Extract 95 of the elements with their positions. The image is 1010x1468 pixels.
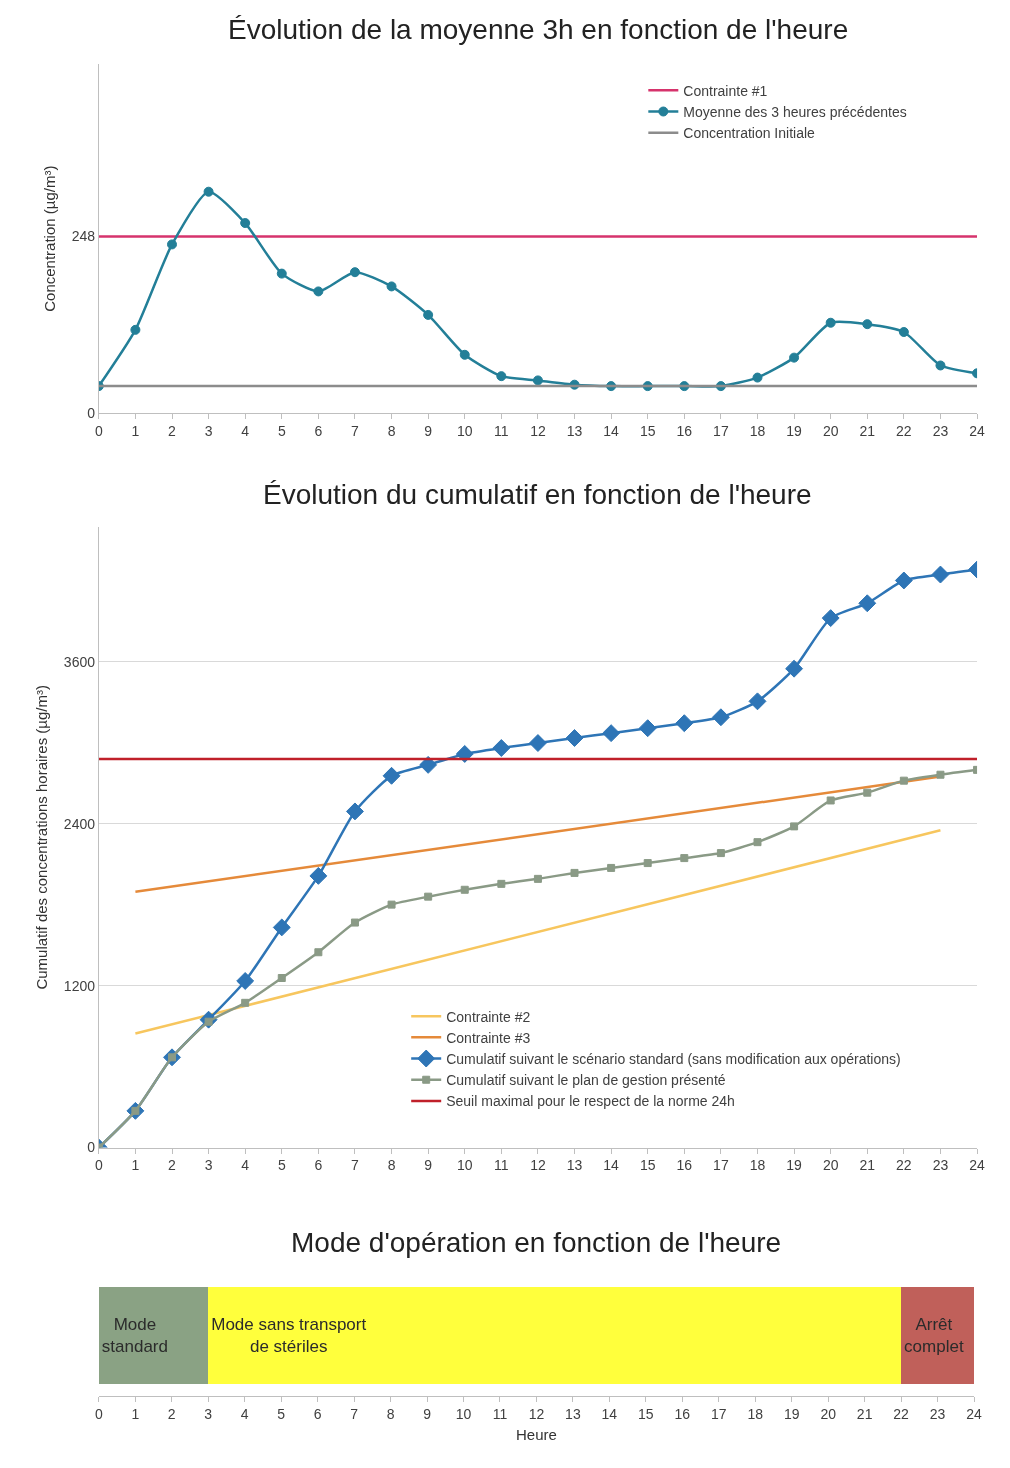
x-tick-label: 19: [786, 422, 803, 439]
y-axis-title: Cumulatif des concentrations horaires (µg/m³): [33, 685, 51, 990]
legend-label: Contrainte #2: [446, 1008, 531, 1025]
x-tick-label: 13: [565, 1405, 581, 1422]
legend-label: Seuil maximal pour le respect de la norme 24h: [446, 1093, 735, 1110]
x-tick-label: 6: [313, 1405, 322, 1422]
x-tick-label: 10: [456, 1157, 473, 1174]
x-tick-label: 24: [969, 1157, 986, 1174]
x-tick-label: 14: [603, 422, 620, 439]
x-tick-label: 9: [424, 422, 433, 439]
x-tick-label: 6: [314, 422, 323, 439]
y-tick-label: 1200: [63, 977, 96, 994]
x-tick-label: 5: [277, 422, 286, 439]
legend-label: Moyenne des 3 heures précédentes: [683, 103, 907, 120]
x-tick-label: 1: [131, 422, 140, 439]
legend-label: Contrainte #3: [446, 1029, 531, 1046]
x-tick-label: 17: [713, 422, 729, 439]
y-tick-label: 2400: [63, 815, 96, 832]
chart-title: Mode d'opération en fonction de l'heure: [291, 1227, 782, 1258]
x-tick-label: 20: [822, 1157, 839, 1174]
x-tick-label: 14: [603, 1157, 620, 1174]
x-tick-label: 18: [747, 1405, 764, 1422]
x-tick-label: 13: [566, 1157, 583, 1174]
x-tick-label: 22: [896, 1157, 912, 1174]
x-tick-label: 3: [204, 1157, 213, 1174]
legend-label: Cumulatif suivant le plan de gestion présenté: [446, 1072, 726, 1089]
x-tick-label: 18: [749, 422, 766, 439]
x-tick-label: 16: [676, 1157, 693, 1174]
x-tick-label: 22: [896, 422, 912, 439]
x-axis-title: Heure: [516, 1425, 557, 1443]
x-tick-label: 8: [387, 1157, 396, 1174]
x-tick-label: 18: [749, 1157, 766, 1174]
x-tick-label: 11: [494, 422, 509, 439]
series-label: Mode sans transport de stériles: [211, 1314, 367, 1356]
x-tick-label: 19: [783, 1405, 800, 1422]
x-tick-label: 21: [859, 422, 876, 439]
x-tick-label: 10: [456, 422, 473, 439]
x-tick-label: 1: [131, 1405, 140, 1422]
x-tick-label: 14: [601, 1405, 618, 1422]
x-tick-label: 7: [350, 1405, 359, 1422]
y-axis-title: Concentration (µg/m³): [40, 165, 58, 312]
x-tick-label: 2: [167, 1405, 176, 1422]
x-tick-label: 23: [932, 1157, 949, 1174]
x-tick-label: 1: [131, 1157, 140, 1174]
x-tick-label: 19: [786, 1157, 803, 1174]
x-tick-label: 5: [277, 1405, 286, 1422]
x-tick-label: 12: [530, 422, 546, 439]
x-tick-label: 12: [530, 1157, 546, 1174]
x-tick-label: 21: [856, 1405, 873, 1422]
x-tick-label: 15: [639, 422, 656, 439]
x-tick-label: 17: [710, 1405, 727, 1422]
x-tick-label: 21: [859, 1157, 876, 1174]
x-tick-label: 16: [674, 1405, 691, 1422]
x-tick-label: 3: [204, 422, 213, 439]
x-tick-label: 8: [387, 422, 396, 439]
x-tick-label: 8: [386, 1405, 395, 1422]
y-tick-label: 0: [87, 1139, 96, 1156]
x-tick-label: 24: [969, 422, 986, 439]
x-tick-label: 5: [277, 1157, 286, 1174]
x-tick-label: 23: [929, 1405, 946, 1422]
x-tick-label: 23: [932, 422, 949, 439]
x-tick-label: 13: [566, 422, 583, 439]
x-tick-label: 4: [241, 1157, 250, 1174]
x-tick-label: 11: [494, 1157, 509, 1174]
x-tick-label: 20: [822, 422, 839, 439]
legend-label: Concentration Initiale: [683, 125, 816, 142]
x-tick-label: 7: [351, 422, 360, 439]
x-tick-label: 24: [966, 1405, 983, 1422]
x-tick-label: 20: [820, 1405, 837, 1422]
x-tick-label: 4: [240, 1405, 249, 1422]
x-tick-label: 15: [639, 1157, 656, 1174]
x-tick-label: 17: [713, 1157, 729, 1174]
x-tick-label: 10: [455, 1405, 472, 1422]
chart-title: Évolution de la moyenne 3h en fonction de l'heure: [228, 14, 849, 45]
x-tick-label: 15: [638, 1405, 654, 1422]
series-label: Mode standard: [101, 1314, 168, 1356]
x-tick-label: 22: [893, 1405, 910, 1422]
y-tick-label: 0: [87, 405, 96, 422]
x-tick-label: 9: [424, 1157, 433, 1174]
x-tick-label: 9: [423, 1405, 432, 1422]
series-label: Arrêt complet: [904, 1314, 964, 1356]
y-tick-label: 248: [71, 228, 96, 245]
x-tick-label: 4: [241, 422, 250, 439]
x-tick-label: 16: [676, 422, 693, 439]
x-tick-label: 7: [351, 1157, 360, 1174]
x-tick-label: 11: [492, 1405, 508, 1422]
x-tick-label: 3: [204, 1405, 213, 1422]
legend-label: Cumulatif suivant le scénario standard (sans modification aux opérations): [446, 1050, 901, 1067]
y-tick-label: 3600: [63, 653, 96, 670]
legend-label: Contrainte #1: [683, 82, 768, 99]
chart-title: Évolution du cumulatif en fonction de l'heure: [263, 479, 812, 510]
x-tick-label: 2: [168, 422, 177, 439]
x-tick-label: 2: [168, 1157, 177, 1174]
x-tick-label: 12: [528, 1405, 545, 1422]
x-tick-label: 6: [314, 1157, 323, 1174]
